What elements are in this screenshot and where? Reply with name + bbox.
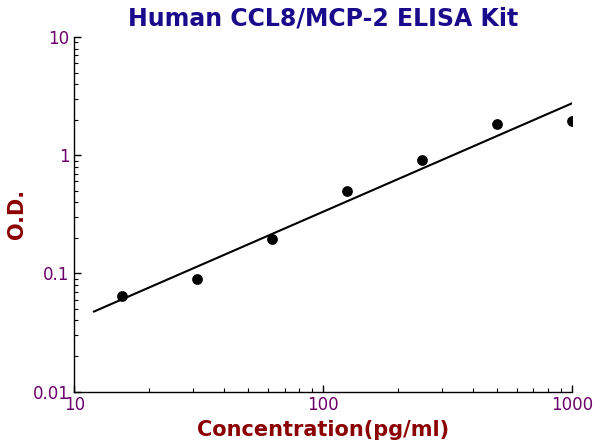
Point [118,292,127,299]
Point [418,156,427,163]
X-axis label: Concentration(pg/ml): Concentration(pg/ml) [197,420,449,440]
Point [268,236,277,243]
Point [343,187,352,194]
Title: Human CCL8/MCP-2 ELISA Kit: Human CCL8/MCP-2 ELISA Kit [128,7,518,31]
Point [567,118,577,125]
Y-axis label: O.D.: O.D. [7,189,27,240]
Point [193,275,202,283]
Point [492,120,502,127]
